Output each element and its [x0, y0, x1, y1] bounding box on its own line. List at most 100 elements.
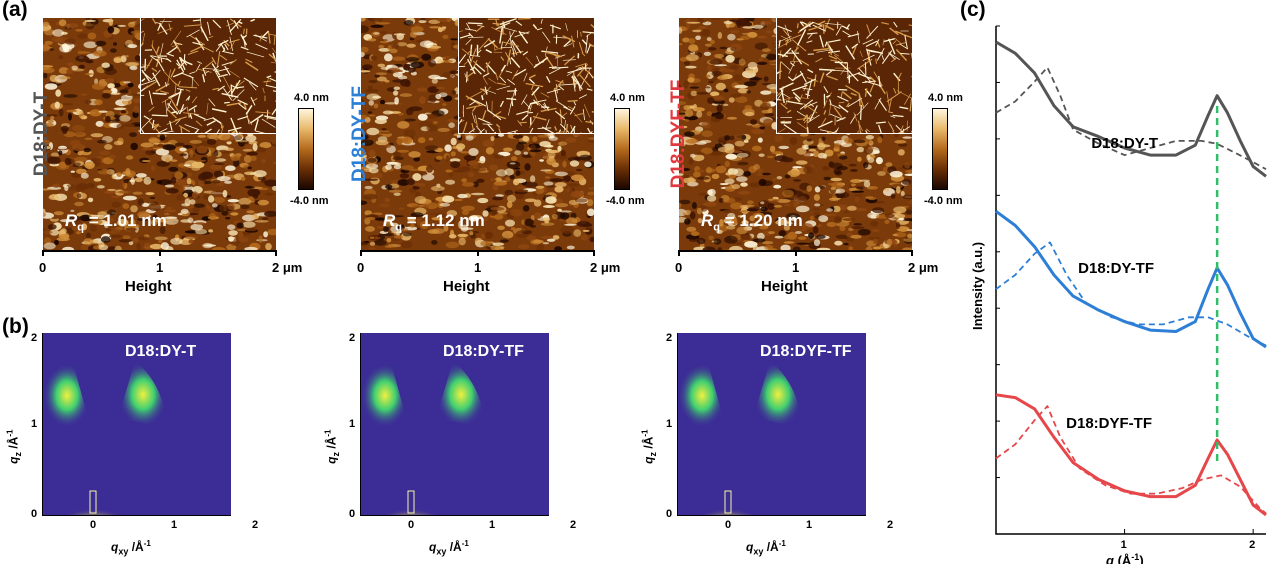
roughness-label: Rq = 1.01 nm [65, 211, 167, 233]
afm-tick-label: 2 μm [272, 260, 302, 275]
rq-value: = 1.01 nm [84, 211, 167, 230]
afm-x-tick [159, 250, 161, 256]
series-line-ip [996, 67, 1266, 169]
q-subscript: xy [436, 546, 446, 556]
giwaxs-y-title: qz /Å-1 [323, 430, 340, 464]
giwaxs-y-axis [42, 333, 43, 516]
y-axis-label: Intensity (a.u.) [970, 242, 985, 330]
x-axis-label: q (Å-1) [1106, 552, 1144, 564]
giwaxs-x-title: qxy /Å-1 [111, 539, 151, 556]
giwaxs-y-tick-label: 2 [666, 332, 672, 344]
afm-axis-title: Height [125, 278, 172, 295]
q-unit-power: -1 [779, 539, 786, 548]
colorbar-max: 4.0 nm [610, 92, 645, 104]
x-tick-label: 2 [1249, 539, 1255, 551]
giwaxs-x-title: qxy /Å-1 [429, 539, 469, 556]
afm-x-tick [678, 250, 680, 256]
giwaxs-y-tick-label: 1 [31, 418, 37, 430]
roughness-label: Rq = 1.12 nm [383, 211, 485, 233]
giwaxs-y-tick-label: 1 [666, 418, 672, 430]
afm-axis-title: Height [443, 278, 490, 295]
series-line-ip [996, 242, 1266, 345]
q-unit-power: -1 [144, 539, 151, 548]
giwaxs-x-tick-label: 2 [887, 519, 893, 531]
giwaxs-x-title: qxy /Å-1 [746, 539, 786, 556]
giwaxs-y-axis [360, 333, 361, 516]
rq-symbol: R [701, 211, 713, 230]
giwaxs-sample-label: D18:DY-T [125, 343, 196, 361]
giwaxs-y-axis [677, 333, 678, 516]
giwaxs-y-tick-label: 2 [31, 332, 37, 344]
panel-label-c: (c) [960, 0, 986, 22]
rq-symbol: R [383, 211, 395, 230]
afm-x-tick [911, 250, 913, 256]
rq-symbol: R [65, 211, 77, 230]
rq-subscript: q [77, 221, 84, 233]
giwaxs-y-tick-label: 0 [349, 508, 355, 520]
giwaxs-sample-label: D18:DYF-TF [760, 343, 852, 361]
q-symbol: q [6, 457, 20, 464]
sample-label: D18:DYF-TF [668, 74, 690, 194]
rq-value: = 1.20 nm [720, 211, 803, 230]
giwaxs-x-axis [43, 515, 231, 516]
rq-subscript: q [395, 221, 402, 233]
q-unit: /Å [763, 540, 778, 554]
giwaxs-x-tick-label: 0 [725, 519, 731, 531]
giwaxs-x-axis [361, 515, 549, 516]
x-tick-label: 1 [1121, 539, 1127, 551]
giwaxs-x-tick-label: 1 [171, 519, 177, 531]
q-subscript: z [331, 452, 341, 457]
giwaxs-y-title: qz /Å-1 [640, 430, 657, 464]
sample-label: D18:DY-TF [349, 74, 371, 194]
afm-tick-label: 0 [357, 260, 364, 275]
afm-x-tick [795, 250, 797, 256]
giwaxs-x-tick-label: 2 [252, 519, 258, 531]
series-line-oop [996, 211, 1266, 347]
q-unit: /Å [128, 540, 143, 554]
q-subscript: xy [753, 546, 763, 556]
giwaxs-x-tick-label: 0 [408, 519, 414, 531]
afm-tick-label: 1 [156, 260, 163, 275]
roughness-label: Rq = 1.20 nm [701, 211, 803, 233]
colorbar-max: 4.0 nm [294, 92, 329, 104]
giwaxs-x-tick-label: 0 [90, 519, 96, 531]
giwaxs-y-tick-label: 1 [349, 418, 355, 430]
afm-x-tick [275, 250, 277, 256]
q-unit-power: -1 [462, 539, 469, 548]
q-symbol: q [641, 457, 655, 464]
profile-svg: 1 2 q (Å-1) Intensity (a.u.) D18:DY-T D18:DY-… [940, 20, 1267, 564]
afm-tick-label: 0 [675, 260, 682, 275]
giwaxs-pattern: D18:DY-TF [361, 333, 549, 515]
afm-tick-label: 0 [39, 260, 46, 275]
profile-chart: 1 2 q (Å-1) Intensity (a.u.) D18:DY-T D18:DY-… [940, 20, 1267, 564]
giwaxs-y-tick-label: 0 [31, 508, 37, 520]
giwaxs-x-tick-label: 2 [570, 519, 576, 531]
series-label: D18:DY-T [1091, 135, 1158, 152]
series-label: D18:DYF-TF [1066, 415, 1152, 432]
sample-label: D18:DY-T [31, 74, 53, 194]
afm-x-tick [593, 250, 595, 256]
giwaxs-y-tick-label: 2 [349, 332, 355, 344]
q-unit-power: -1 [5, 430, 14, 437]
q-symbol: q [324, 457, 338, 464]
q-unit: /Å [6, 437, 20, 452]
giwaxs-sample-label: D18:DY-TF [443, 343, 524, 361]
afm-x-tick [477, 250, 479, 256]
rq-subscript: q [713, 221, 720, 233]
afm-phase-inset [458, 18, 594, 134]
q-unit-power: -1 [640, 430, 649, 437]
colorbar-min: -4.0 nm [606, 195, 645, 207]
q-unit: /Å [641, 437, 655, 452]
series-line-oop [996, 395, 1266, 515]
colorbar [298, 108, 314, 190]
giwaxs-y-tick-label: 0 [666, 508, 672, 520]
series-line-oop [996, 42, 1266, 176]
giwaxs-x-tick-label: 1 [489, 519, 495, 531]
series-label: D18:DY-TF [1078, 260, 1154, 277]
q-subscript: z [13, 452, 23, 457]
panel-label-b: (b) [2, 315, 29, 339]
giwaxs-pattern: D18:DYF-TF [678, 333, 866, 515]
q-unit: /Å [324, 437, 338, 452]
giwaxs-pattern: D18:DY-T [43, 333, 231, 515]
q-subscript: xy [118, 546, 128, 556]
